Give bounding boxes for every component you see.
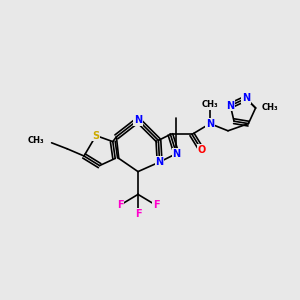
Text: CH₃: CH₃ <box>28 136 44 145</box>
Text: CH₃: CH₃ <box>262 103 278 112</box>
Text: N: N <box>226 100 235 111</box>
Text: N: N <box>206 118 214 129</box>
Text: F: F <box>135 208 141 219</box>
Text: F: F <box>153 200 159 210</box>
Text: F: F <box>117 200 123 210</box>
Text: N: N <box>172 148 181 159</box>
Text: N: N <box>242 93 250 103</box>
Text: N: N <box>134 115 142 125</box>
Text: N: N <box>155 157 164 167</box>
Text: S: S <box>92 130 100 141</box>
Text: CH₃: CH₃ <box>202 100 218 109</box>
Text: O: O <box>197 145 206 155</box>
